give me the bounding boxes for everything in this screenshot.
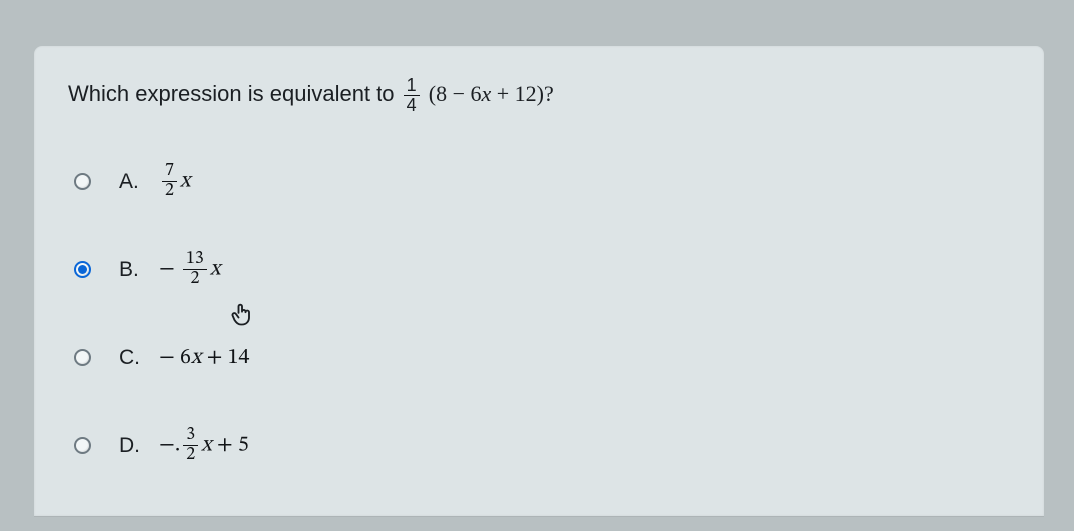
option-b-letter: B. bbox=[119, 258, 159, 282]
option-a-expression: 72x bbox=[159, 162, 190, 201]
option-d-fraction: 32 bbox=[183, 426, 198, 465]
option-d[interactable]: D. −.32x + 5 bbox=[74, 407, 1010, 485]
option-b-expression: − 132x bbox=[159, 250, 220, 289]
option-c-expression: − 6x + 14 bbox=[159, 344, 249, 372]
option-b[interactable]: B. − 132x bbox=[74, 231, 1010, 309]
question-text: Which expression is equivalent to 1 4 (8… bbox=[68, 76, 1010, 115]
question-var: x bbox=[482, 81, 492, 106]
radio-c[interactable] bbox=[74, 349, 91, 366]
radio-b[interactable] bbox=[74, 261, 91, 278]
question-prefix: Which expression is equivalent to bbox=[68, 81, 401, 106]
option-c[interactable]: C. − 6x + 14 bbox=[74, 319, 1010, 397]
option-d-letter: D. bbox=[119, 434, 159, 458]
radio-d[interactable] bbox=[74, 437, 91, 454]
option-a[interactable]: A. 72x bbox=[74, 143, 1010, 221]
question-fraction: 1 4 bbox=[404, 76, 420, 115]
option-a-fraction: 72 bbox=[162, 162, 177, 201]
option-a-letter: A. bbox=[119, 170, 159, 194]
question-paren-close: + 12)? bbox=[491, 81, 554, 106]
question-card: Which expression is equivalent to 1 4 (8… bbox=[34, 46, 1044, 516]
options-list: A. 72x B. − 132x C. − 6x + 14 D. −.32x +… bbox=[68, 143, 1010, 485]
option-c-letter: C. bbox=[119, 346, 159, 370]
option-b-fraction: 132 bbox=[183, 250, 207, 289]
radio-a[interactable] bbox=[74, 173, 91, 190]
option-d-expression: −.32x + 5 bbox=[159, 426, 249, 465]
question-paren-open: (8 − 6 bbox=[429, 81, 482, 106]
